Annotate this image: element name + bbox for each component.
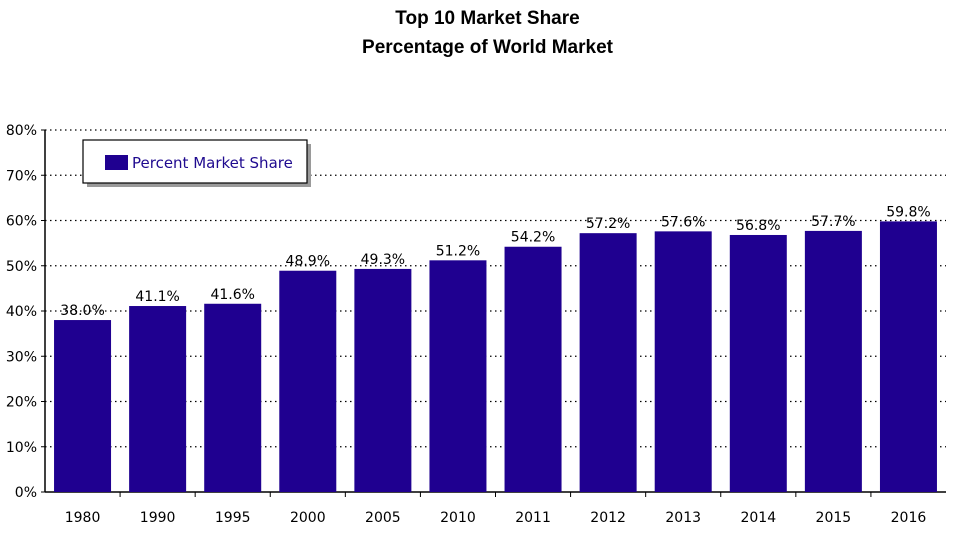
grid-lines [45, 129, 946, 448]
x-tick-label: 2015 [816, 510, 852, 526]
y-tick-label: 50% [6, 259, 37, 275]
y-tick-labels: 0% 10% 20% 30% 40% 50% 60% 70% 80% [6, 123, 45, 501]
bar [579, 233, 637, 493]
data-label: 48.9% [286, 254, 330, 270]
x-tick-label: 2016 [891, 510, 927, 526]
bar [129, 306, 187, 492]
x-tick-label: 2014 [740, 510, 776, 526]
data-label: 59.8% [886, 204, 930, 220]
x-tick-label: 1990 [140, 510, 176, 526]
bar [354, 268, 412, 492]
legend: Percent Market Share [82, 139, 311, 187]
bar [429, 260, 487, 492]
data-labels: 38.0% 41.1% 41.6% 48.9% 49.3% 51.2% 54.2% 57.2%… [60, 204, 930, 319]
y-tick-label: 10% [6, 440, 37, 456]
data-label: 49.3% [361, 252, 405, 268]
x-tick-label: 2012 [590, 510, 626, 526]
legend-swatch [105, 155, 128, 170]
y-tick-label: 30% [6, 349, 37, 365]
x-tick-label: 1995 [215, 510, 251, 526]
x-tick-label: 1980 [65, 510, 101, 526]
bar [879, 221, 937, 492]
bar [54, 320, 112, 492]
chart-subtitle: Percentage of World Market [362, 37, 613, 58]
data-label: 57.2% [586, 216, 630, 232]
data-label: 57.7% [811, 214, 855, 230]
bar [204, 303, 262, 492]
y-tick-label: 20% [6, 395, 37, 411]
data-label: 41.6% [210, 287, 254, 303]
data-label: 57.6% [661, 214, 705, 230]
x-tick-label: 2010 [440, 510, 476, 526]
chart-title: Top 10 Market Share [395, 8, 580, 29]
x-tick-label: 2013 [665, 510, 701, 526]
bar [729, 234, 787, 493]
y-tick-label: 80% [6, 123, 37, 139]
data-label: 38.0% [60, 303, 104, 319]
data-label: 54.2% [511, 230, 555, 246]
data-label: 56.8% [736, 218, 780, 234]
x-tick-label: 2011 [515, 510, 551, 526]
data-label: 41.1% [135, 289, 179, 305]
x-tick-label: 2005 [365, 510, 401, 526]
data-label: 51.2% [436, 243, 480, 259]
x-tick-label: 2000 [290, 510, 326, 526]
bar [504, 246, 562, 492]
y-tick-label: 60% [6, 214, 37, 230]
legend-label: Percent Market Share [132, 154, 293, 172]
x-tick-labels: 1980 1990 1995 2000 2005 2010 2011 2012 2013 2014… [65, 492, 927, 526]
bar [804, 230, 862, 492]
y-tick-label: 70% [6, 168, 37, 184]
bars [54, 221, 937, 493]
bar [279, 270, 337, 492]
y-tick-label: 0% [15, 485, 37, 501]
y-tick-label: 40% [6, 304, 37, 320]
chart-title-block: Top 10 Market Share Percentage of World … [0, 4, 959, 62]
bar [654, 231, 712, 493]
